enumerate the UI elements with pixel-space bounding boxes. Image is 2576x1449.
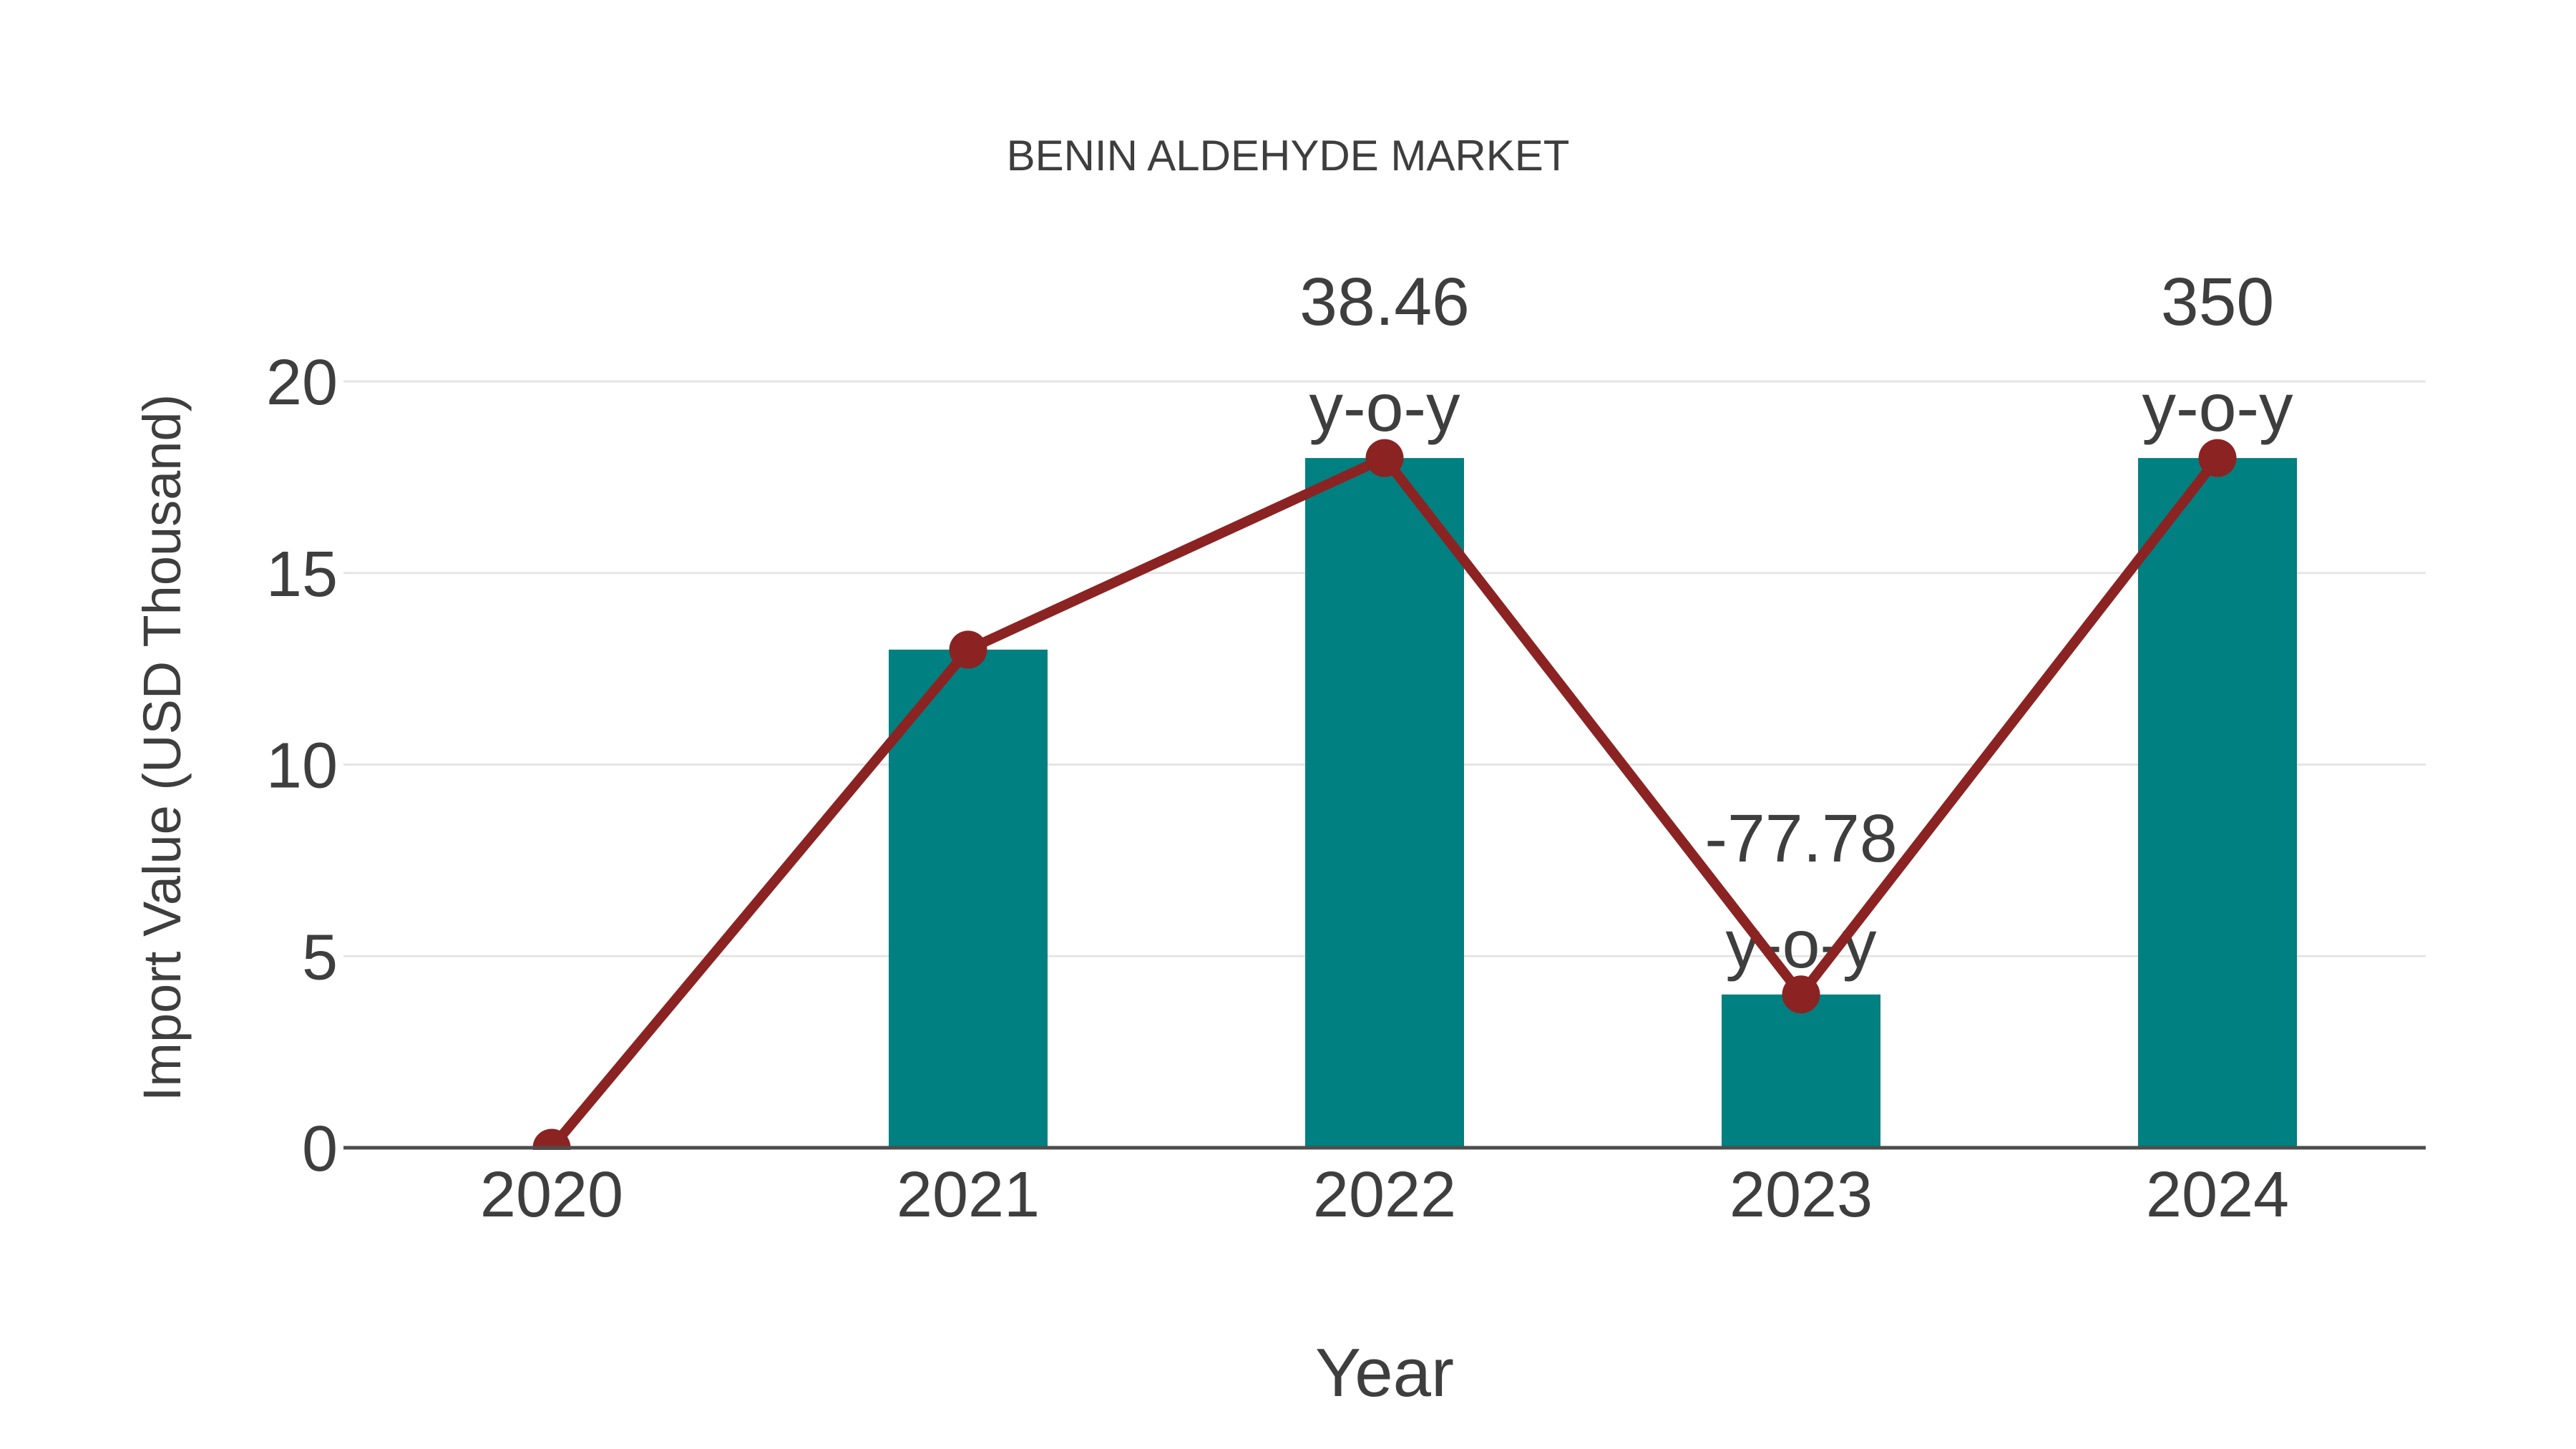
annotation-2024-value: 350 <box>2161 264 2275 340</box>
bars <box>889 458 2297 1148</box>
annotation-2023-value: -77.78 <box>1704 801 1897 877</box>
annotation-2022-label: y-o-y <box>1309 370 1460 446</box>
y-axis-title: Import Value (USD Thousand) <box>132 394 192 1102</box>
marker-2024 <box>2198 439 2237 477</box>
x-tick-label-2023: 2023 <box>1729 1159 1873 1231</box>
x-tick-labels: 2020 2021 2022 2023 2024 <box>480 1159 2289 1231</box>
marker-2021 <box>949 630 987 669</box>
annotation-2022-value: 38.46 <box>1299 264 1470 340</box>
x-axis-title: Year <box>1315 1335 1454 1411</box>
y-tick-label-20: 20 <box>266 347 338 419</box>
y-tick-label-5: 5 <box>302 922 338 993</box>
y-tick-label-0: 0 <box>302 1113 338 1185</box>
y-tick-label-10: 10 <box>266 731 338 802</box>
marker-2022 <box>1365 439 1404 477</box>
markers <box>532 439 2237 1150</box>
y-tick-labels: 0 5 10 15 20 <box>266 347 338 1185</box>
bar-2022 <box>1305 458 1464 1148</box>
marker-2023 <box>1782 975 1820 1014</box>
x-tick-label-2022: 2022 <box>1313 1159 1456 1231</box>
x-tick-label-2020: 2020 <box>480 1159 623 1231</box>
x-tick-label-2021: 2021 <box>897 1159 1040 1231</box>
annotation-2024-label: y-o-y <box>2142 370 2293 446</box>
bar-2023 <box>1722 994 1880 1148</box>
annotations: 38.46 y-o-y -77.78 y-o-y 350 y-o-y <box>1299 264 2293 982</box>
annotation-2023-label: y-o-y <box>1725 907 1877 982</box>
y-tick-label-15: 15 <box>266 539 338 610</box>
bar-2024 <box>2138 458 2297 1148</box>
bar-2021 <box>889 649 1048 1148</box>
chart-title: BENIN ALDEHYDE MARKET <box>1007 132 1570 180</box>
x-tick-label-2024: 2024 <box>2146 1159 2289 1231</box>
marker-2020 <box>532 1128 571 1150</box>
